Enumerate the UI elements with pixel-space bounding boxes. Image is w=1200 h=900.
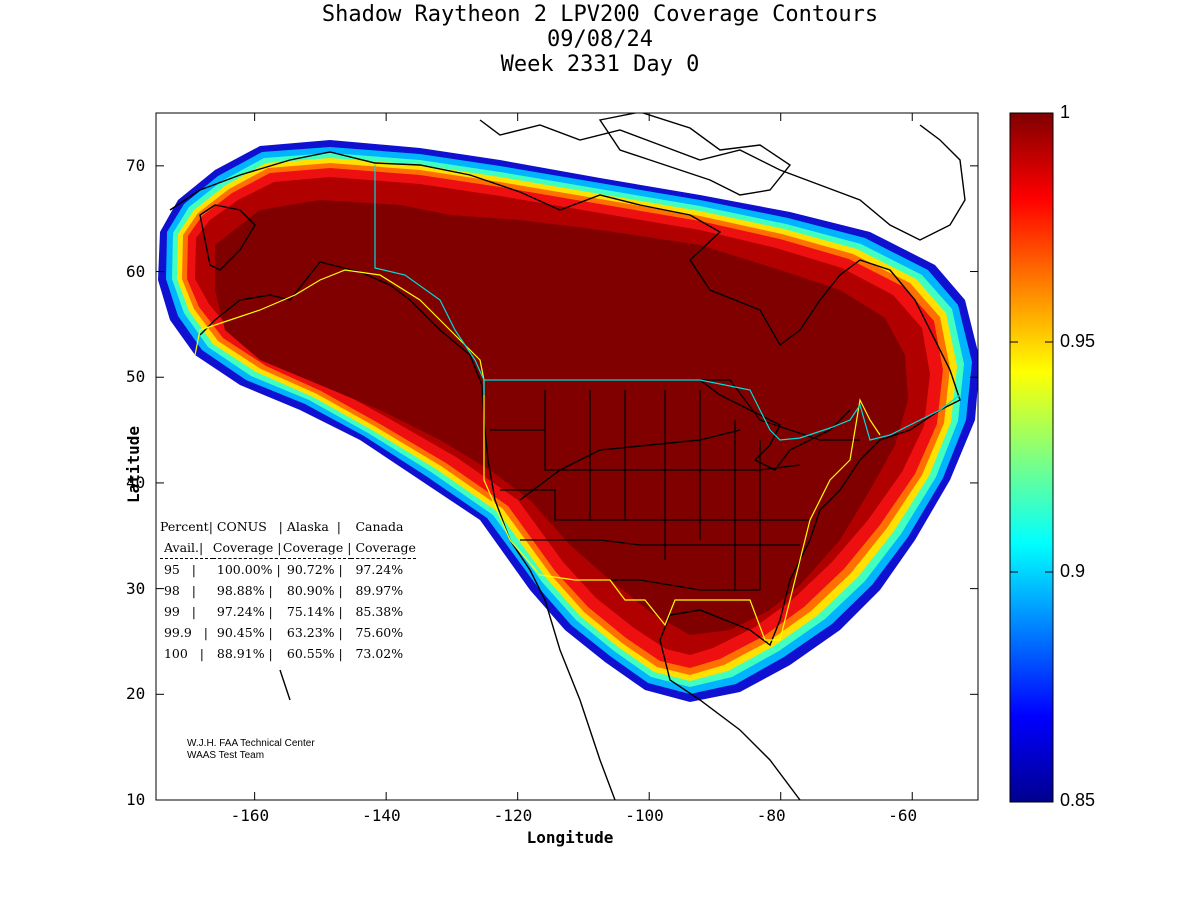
- service-boundaries: [194, 165, 961, 641]
- table-row: 99 | 97.24% | 75.14% | 85.38%: [160, 601, 416, 622]
- x-tick-label: -160: [230, 806, 270, 825]
- x-tick-label: -100: [625, 806, 664, 825]
- x-tick-label: -80: [756, 806, 786, 825]
- credit: W.J.H. FAA Technical Center WAAS Test Te…: [187, 738, 315, 762]
- yellow-service-boundary: [194, 269, 881, 641]
- table-row: 100 | 88.91% | 60.55% | 73.02%: [160, 643, 416, 664]
- colorbar-tick-1: 1: [1060, 102, 1071, 122]
- availability-table: Percent| CONUS | Alaska | Canada Avail.|…: [160, 516, 416, 664]
- title-line-3: Week 2331 Day 0: [500, 52, 700, 77]
- table-cell: 88.91% |: [216, 646, 273, 661]
- table-cell: 63.23% |: [286, 625, 343, 640]
- y-tick-label: 10: [126, 790, 146, 809]
- axes-frame: [155, 112, 979, 801]
- colorbar-tick-095: 0.95: [1060, 331, 1096, 351]
- axis-tickmarks: [156, 113, 978, 801]
- y-tick-label: 50: [126, 367, 146, 387]
- table-cell: 75.60%: [355, 625, 404, 640]
- header-cell: Avail.|: [163, 540, 204, 555]
- header-cell: Coverage |: [282, 540, 352, 555]
- table-cell: 60.55% |: [286, 646, 343, 661]
- table-cell: 90.45% |: [216, 625, 273, 640]
- title-line-1: Shadow Raytheon 2 LPV200 Coverage Contou…: [321, 2, 879, 27]
- table-header-row: Percent| CONUS | Alaska | Canada: [160, 516, 416, 537]
- table-cell: 98 |: [163, 583, 197, 598]
- table-header-row: Avail.| Coverage | Coverage | Coverage: [160, 537, 416, 559]
- credit-line-1: W.J.H. FAA Technical Center: [187, 738, 315, 749]
- title-line-2: 09/08/24: [547, 27, 653, 52]
- header-cell: Coverage |: [212, 540, 282, 555]
- table-cell: 75.14% |: [286, 604, 343, 619]
- x-tick-label: -120: [493, 806, 533, 825]
- table-cell: 100 |: [163, 646, 204, 661]
- table-row: 98 | 98.88% | 80.90% | 89.97%: [160, 580, 416, 601]
- table-cell: 100.00% |: [216, 562, 281, 577]
- y-tick-label: 70: [126, 155, 146, 175]
- header-cell: Canada: [355, 519, 404, 534]
- header-cell: Coverage: [355, 540, 416, 555]
- colorbar-tick-085: 0.85: [1060, 790, 1096, 810]
- table-cell: 97.24%: [355, 562, 404, 577]
- table-cell: 99 |: [163, 604, 197, 619]
- table-cell: 73.02%: [355, 646, 404, 661]
- table-cell: 97.24% |: [216, 604, 273, 619]
- table-cell: 80.90% |: [286, 583, 343, 598]
- colorbar-tickmarks: [1010, 341, 1053, 573]
- table-cell: 99.9 |: [163, 625, 208, 640]
- table-cell: 89.97%: [355, 583, 404, 598]
- y-tick-label: 40: [126, 472, 146, 492]
- y-tick-label: 30: [126, 578, 146, 598]
- y-tick-label: 20: [126, 684, 146, 704]
- table-cell: 95 |: [163, 562, 197, 577]
- coastlines: [169, 113, 966, 800]
- header-cell: CONUS |: [216, 519, 283, 534]
- x-axis-label: Longitude: [526, 828, 614, 847]
- coverage-contours: [158, 140, 978, 702]
- header-cell: Alaska |: [286, 519, 341, 534]
- colorbar-tick-09: 0.9: [1060, 561, 1086, 581]
- table-row: 99.9 | 90.45% | 63.23% | 75.60%: [160, 622, 416, 643]
- cyan-border: [374, 165, 961, 441]
- table-cell: 98.88% |: [216, 583, 273, 598]
- x-tick-label: -140: [362, 806, 401, 825]
- x-tick-label: -60: [888, 806, 918, 825]
- header-cell: Percent|: [160, 519, 213, 534]
- colorbar: [1009, 112, 1054, 803]
- credit-line-2: WAAS Test Team: [187, 750, 265, 761]
- table-cell: 90.72% |: [286, 562, 343, 577]
- table-row: 95 | 100.00% | 90.72% | 97.24%: [160, 559, 416, 581]
- y-tick-label: 60: [126, 261, 146, 281]
- table-cell: 85.38%: [355, 604, 404, 619]
